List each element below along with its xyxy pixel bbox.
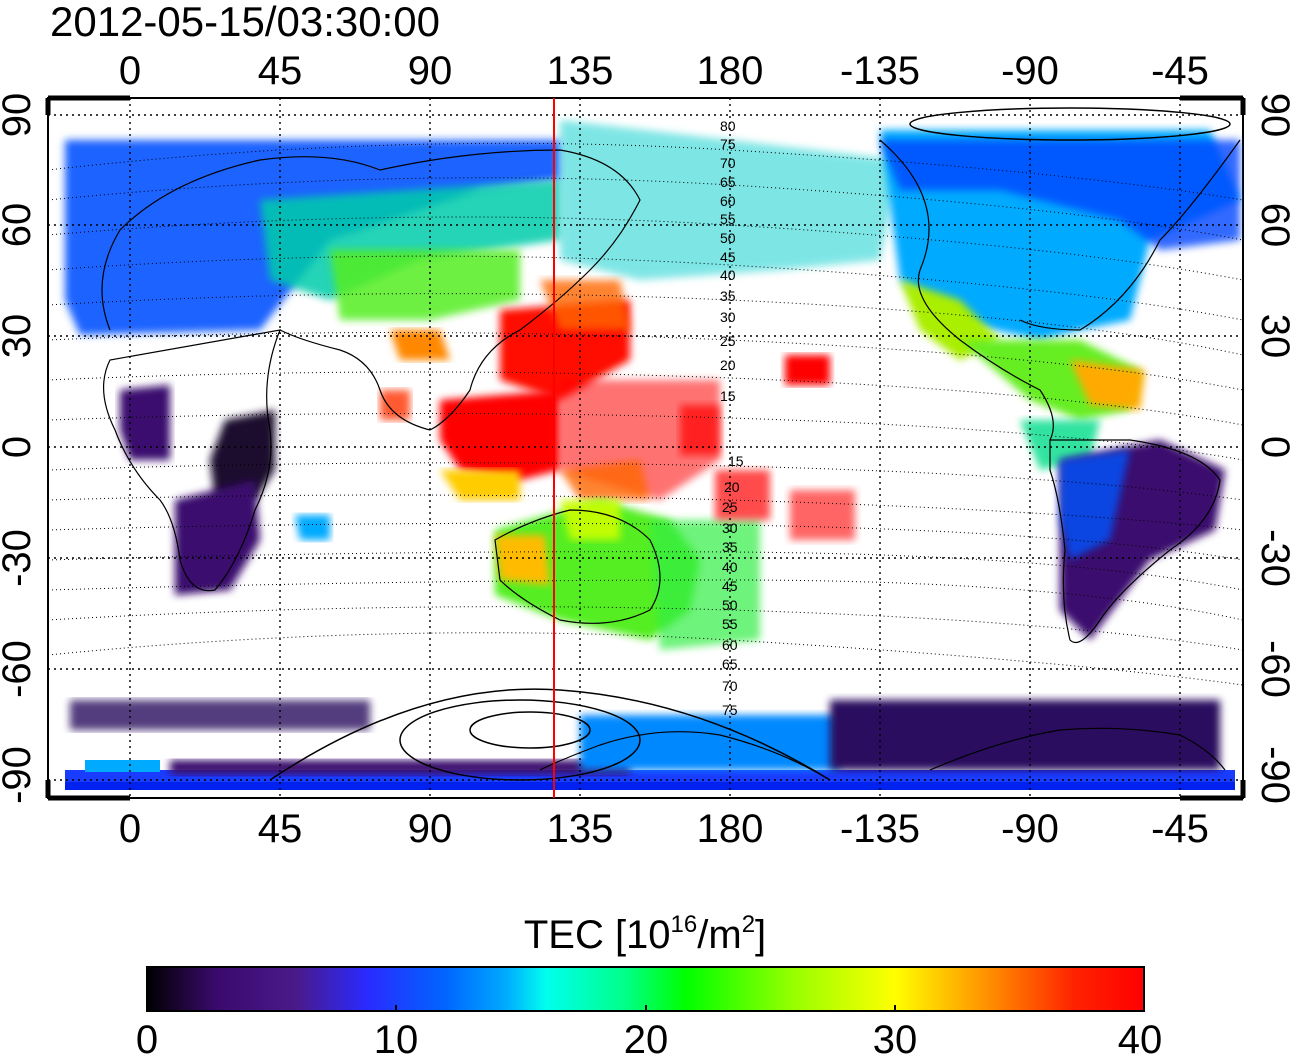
contour-label: 65 [720,174,736,190]
contour-label: 60 [722,637,738,653]
contour-label: 20 [720,357,736,373]
lon-tick: -45 [1151,807,1209,851]
lon-tick: 135 [547,807,614,851]
lon-tick: 180 [697,49,764,93]
contour-label: 80 [720,118,736,134]
coastlines [101,139,1241,781]
lat-ticks-right: 90 60 30 0 -30 -60 -90 [1253,93,1292,804]
colorbar-tick: 10 [374,1018,419,1057]
contour-label: 30 [720,309,736,325]
lat-ticks-left: 90 60 30 0 -30 -60 -90 [0,93,39,804]
lon-tick: 45 [258,807,303,851]
contour-label: 45 [722,578,738,594]
contour-label: 15 [728,453,744,469]
lat-tick: 60 [0,203,39,248]
contour-labels-north: 80 75 70 65 60 55 50 45 40 35 30 25 20 1… [720,118,736,404]
colorbar [146,966,1145,1012]
lon-tick: 180 [697,807,764,851]
contour-label: 70 [720,155,736,171]
lon-tick: -135 [840,807,920,851]
lat-tick: 0 [0,436,39,458]
lat-tick: 60 [1253,203,1292,248]
lon-ticks-bottom: 0 45 90 135 180 -135 -90 -45 [119,807,1209,851]
contour-label: 55 [720,211,736,227]
contour-label: 40 [720,267,736,283]
contour-label: 50 [722,597,738,613]
colorbar-tick: 20 [624,1018,669,1057]
colorbar-tick: 0 [136,1018,158,1057]
contour-label: 25 [720,333,736,349]
colorbar-tick: 40 [1118,1018,1163,1057]
contour-label: 15 [720,388,736,404]
lat-tick: 0 [1253,436,1292,458]
lat-tick: -60 [0,640,39,698]
contour-label: 30 [722,520,738,536]
grid-lines [48,98,1243,798]
contour-label: 70 [722,678,738,694]
contour-label: 35 [720,288,736,304]
contour-label: 35 [722,539,738,555]
contour-label: 45 [720,249,736,265]
tec-regions [65,120,1240,790]
colorbar-ticks: 0 10 20 30 40 [136,1018,1162,1057]
lon-tick: 135 [547,49,614,93]
lat-tick: 30 [1253,314,1292,359]
magnetic-latitude-contours [48,142,1243,686]
contour-label: 50 [720,230,736,246]
contour-label: 40 [722,559,738,575]
lat-tick: 30 [0,314,39,359]
lat-tick: 90 [0,93,39,138]
contour-label: 25 [722,499,738,515]
lon-tick: -90 [1001,49,1059,93]
lat-tick: -90 [1253,746,1292,804]
lon-tick: -90 [1001,807,1059,851]
map-timestamp: 2012-05-15/03:30:00 [50,0,440,45]
lat-tick: -60 [1253,640,1292,698]
colorbar-title: TEC [1016/m2] [524,911,766,957]
contour-label: 65 [722,656,738,672]
contour-label: 75 [722,702,738,718]
contour-label: 55 [722,616,738,632]
contour-label: 75 [720,136,736,152]
colorbar-tick-marks [395,1005,896,1011]
contour-label: 60 [720,193,736,209]
lat-tick: -30 [0,529,39,587]
colorbar-tick: 30 [873,1018,918,1057]
lon-tick: 90 [408,49,453,93]
lon-tick: -135 [840,49,920,93]
lon-ticks-top: 0 45 90 135 180 -135 -90 -45 [119,49,1209,93]
auroral-ovals [269,107,1231,781]
frame-border-marks [45,95,1246,801]
contour-labels-south: 15 20 25 30 35 40 45 50 55 60 65 70 75 [722,453,744,718]
contour-label: 20 [724,479,740,495]
lon-tick: 90 [408,807,453,851]
lat-tick: -90 [0,746,39,804]
lon-tick: 0 [119,807,141,851]
lat-tick: 90 [1253,93,1292,138]
lon-tick: 45 [258,49,303,93]
lon-tick: -45 [1151,49,1209,93]
lat-tick: -30 [1253,529,1292,587]
lon-tick: 0 [119,49,141,93]
